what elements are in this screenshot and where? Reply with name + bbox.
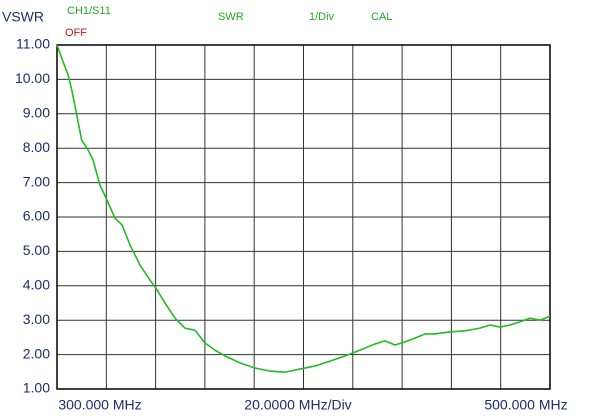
status-label: OFF <box>65 27 87 39</box>
x-end-label: 500.000 MHz <box>484 397 567 413</box>
y-tick-label: 5.00 <box>23 242 50 258</box>
y-tick-label: 6.00 <box>23 208 50 224</box>
trace <box>56 44 551 373</box>
cal-label: CAL <box>371 11 392 23</box>
plot-border <box>56 44 551 390</box>
y-tick-label: 4.00 <box>23 277 50 293</box>
y-axis-label: VSWR <box>2 9 44 25</box>
y-tick-label: 7.00 <box>23 173 50 189</box>
channel-label: CH1/S11 <box>67 5 111 17</box>
y-tick-label: 2.00 <box>23 345 50 361</box>
x-scale-label: 20.0000 MHz/Div <box>244 397 351 413</box>
y-tick-label: 3.00 <box>23 311 50 327</box>
scale-label: 1/Div <box>309 11 335 23</box>
y-tick-label: 1.00 <box>23 380 50 396</box>
y-tick-label: 11.00 <box>16 36 50 52</box>
x-start-label: 300.000 MHz <box>58 397 141 413</box>
format-label: SWR <box>218 11 244 23</box>
y-tick-label: 9.00 <box>23 105 50 121</box>
y-tick-label: 10.00 <box>15 70 50 86</box>
y-tick-label: 8.00 <box>23 139 50 155</box>
